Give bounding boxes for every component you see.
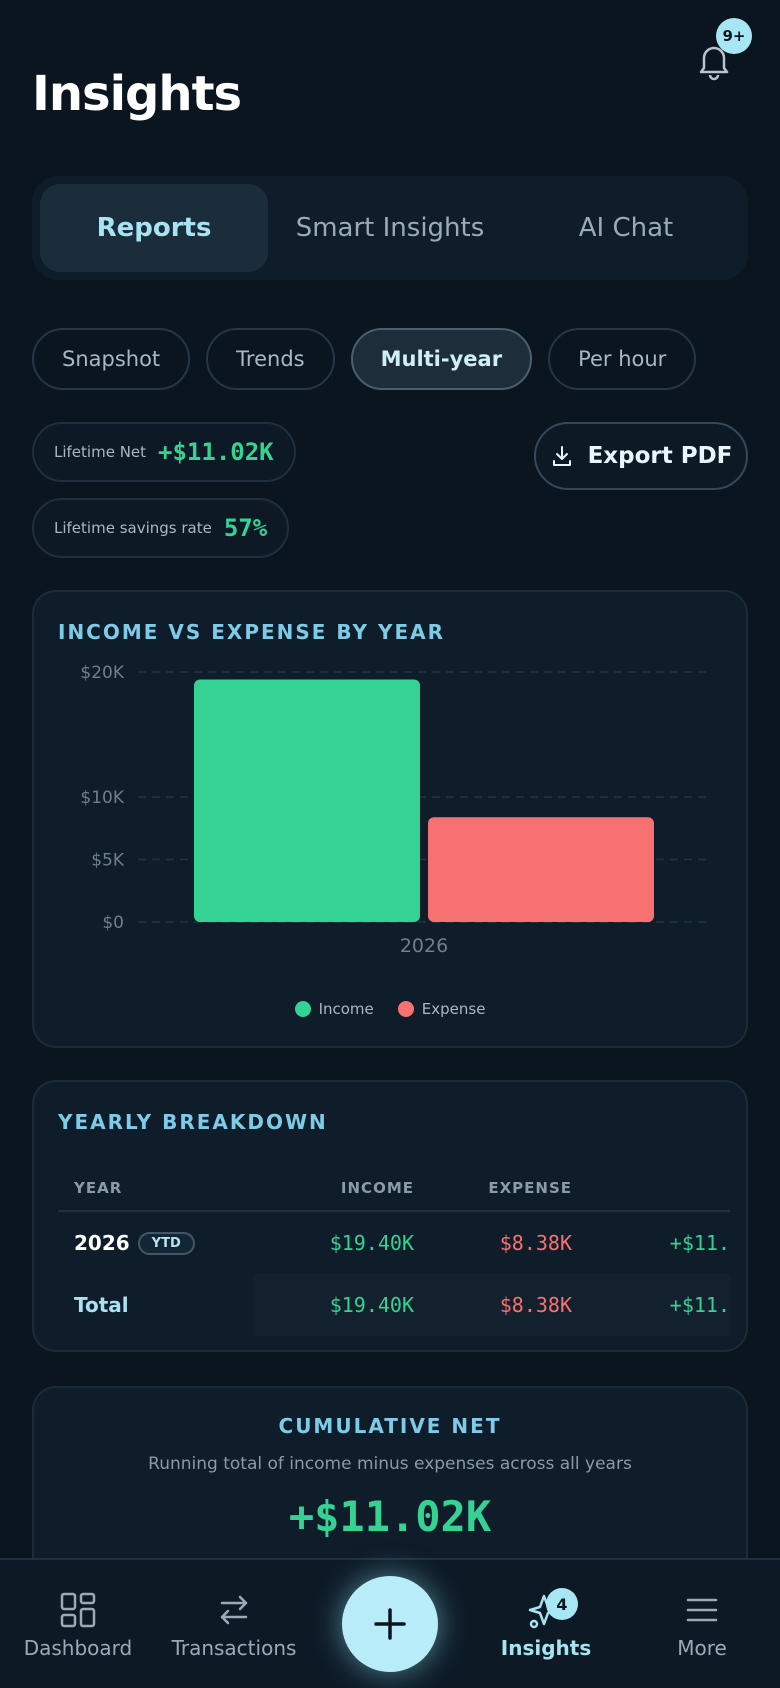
table-total-row: Total $19.40K $8.38K +$11. bbox=[58, 1274, 730, 1336]
tab-reports[interactable]: Reports bbox=[40, 184, 268, 272]
x-tick-label: 2026 bbox=[400, 935, 448, 957]
y-tick-label: $0 bbox=[102, 913, 124, 933]
row-expense: $8.38K bbox=[499, 1231, 572, 1255]
table-row: 2026 YTD $19.40K $8.38K +$11. bbox=[58, 1212, 730, 1274]
lifetime-net-stat: Lifetime Net +$11.02K bbox=[32, 422, 296, 482]
yearly-breakdown-card: YEARLY BREAKDOWN YEAR INCOME EXPENSE 202… bbox=[32, 1080, 748, 1352]
header-expense: EXPENSE bbox=[488, 1179, 572, 1197]
savings-rate-stat: Lifetime savings rate 57% bbox=[32, 498, 290, 558]
nav-insights-label: Insights bbox=[500, 1636, 592, 1660]
nav-transactions[interactable]: Transactions bbox=[156, 1590, 312, 1660]
page-title: Insights bbox=[32, 66, 242, 122]
dashboard-icon bbox=[60, 1592, 96, 1628]
legend-income-swatch bbox=[294, 1001, 311, 1017]
nav-transactions-label: Transactions bbox=[171, 1636, 297, 1660]
chip-trends[interactable]: Trends bbox=[206, 328, 335, 390]
y-tick-label: $20K bbox=[80, 663, 124, 683]
tab-smart-insights[interactable]: Smart Insights bbox=[295, 213, 485, 243]
bar-expense bbox=[428, 817, 654, 922]
insights-badge: 4 bbox=[546, 1588, 578, 1620]
chart-legend: Income Expense bbox=[34, 1000, 746, 1018]
breakdown-title: YEARLY BREAKDOWN bbox=[58, 1110, 328, 1134]
lifetime-net-value: +$11.02K bbox=[158, 438, 274, 466]
total-income: $19.40K bbox=[254, 1274, 414, 1336]
nav-insights[interactable]: Insights bbox=[468, 1590, 624, 1660]
nav-dashboard-label: Dashboard bbox=[23, 1636, 133, 1660]
nav-dashboard[interactable]: Dashboard bbox=[0, 1590, 156, 1660]
legend-expense-label: Expense bbox=[421, 1000, 486, 1018]
chip-per-hour[interactable]: Per hour bbox=[548, 328, 697, 390]
notification-badge: 9+ bbox=[716, 18, 752, 54]
nav-more[interactable]: More bbox=[624, 1590, 780, 1660]
savings-rate-value: 57% bbox=[223, 514, 268, 542]
legend-income: Income bbox=[294, 1000, 374, 1018]
ytd-badge: YTD bbox=[137, 1231, 195, 1255]
row-net: +$11. bbox=[669, 1231, 730, 1255]
income-expense-chart: $0 $5K $10K $20K 2026 bbox=[80, 663, 710, 957]
export-pdf-button[interactable]: Export PDF bbox=[534, 422, 748, 490]
period-chips: Snapshot Trends Multi-year Per hour bbox=[32, 328, 697, 390]
chip-multi-year[interactable]: Multi-year bbox=[350, 328, 533, 390]
bar-income bbox=[194, 679, 420, 922]
cumulative-value: +$11.02K bbox=[288, 1492, 492, 1541]
table-header: YEAR INCOME EXPENSE bbox=[58, 1166, 730, 1212]
header-year: YEAR bbox=[74, 1179, 123, 1197]
row-year: 2026 bbox=[74, 1231, 130, 1255]
cumulative-subtitle: Running total of income minus expenses a… bbox=[148, 1454, 632, 1474]
header-income: INCOME bbox=[340, 1179, 414, 1197]
menu-icon bbox=[686, 1598, 718, 1622]
nav-more-label: More bbox=[677, 1636, 727, 1660]
total-net: +$11. bbox=[572, 1274, 730, 1336]
savings-rate-label: Lifetime savings rate bbox=[54, 519, 212, 537]
download-icon bbox=[552, 446, 571, 466]
row-year-cell: 2026 YTD bbox=[58, 1231, 254, 1255]
tab-ai-chat[interactable]: AI Chat bbox=[578, 213, 674, 243]
plus-icon bbox=[374, 1608, 406, 1640]
y-tick-label: $10K bbox=[80, 788, 124, 808]
breakdown-table: YEAR INCOME EXPENSE 2026 YTD $19.40K $8.… bbox=[58, 1166, 730, 1336]
report-tabs: Reports Smart Insights AI Chat bbox=[32, 176, 748, 280]
export-pdf-label: Export PDF bbox=[587, 443, 733, 469]
chip-snapshot[interactable]: Snapshot bbox=[32, 328, 191, 390]
bell-icon[interactable] bbox=[690, 36, 738, 84]
lifetime-net-label: Lifetime Net bbox=[54, 443, 147, 461]
add-transaction-button[interactable] bbox=[342, 1576, 438, 1672]
legend-expense: Expense bbox=[397, 1000, 486, 1018]
total-label: Total bbox=[74, 1293, 129, 1317]
legend-expense-swatch bbox=[397, 1001, 414, 1017]
total-expense: $8.38K bbox=[414, 1274, 572, 1336]
income-expense-chart-card: INCOME VS EXPENSE BY YEAR $0 $5K $10K $20K 2… bbox=[32, 590, 748, 1048]
row-income: $19.40K bbox=[329, 1231, 414, 1255]
legend-income-label: Income bbox=[318, 1000, 374, 1018]
cumulative-title: CUMULATIVE NET bbox=[278, 1414, 502, 1438]
y-tick-label: $5K bbox=[91, 851, 125, 871]
transfer-icon bbox=[220, 1595, 248, 1625]
chart-title: INCOME VS EXPENSE BY YEAR bbox=[58, 620, 446, 644]
